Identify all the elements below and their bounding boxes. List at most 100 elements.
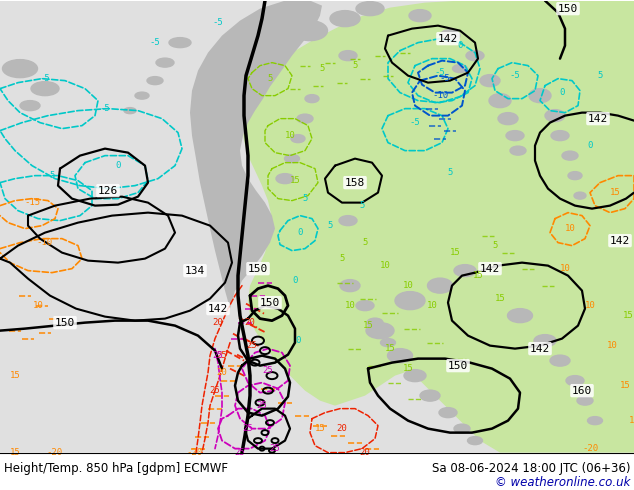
Ellipse shape bbox=[568, 172, 582, 180]
Text: 0: 0 bbox=[587, 141, 593, 150]
Text: 134: 134 bbox=[185, 266, 205, 275]
Text: 150: 150 bbox=[260, 297, 280, 308]
Text: 0: 0 bbox=[559, 88, 565, 97]
Ellipse shape bbox=[510, 146, 526, 155]
Text: -5: -5 bbox=[439, 74, 450, 83]
Text: -5: -5 bbox=[39, 74, 50, 83]
Text: 0: 0 bbox=[457, 41, 463, 50]
Text: 0: 0 bbox=[292, 276, 298, 285]
Text: 5: 5 bbox=[302, 194, 307, 203]
Ellipse shape bbox=[20, 100, 40, 111]
Text: 5: 5 bbox=[339, 254, 345, 263]
Ellipse shape bbox=[292, 21, 328, 41]
Text: 5: 5 bbox=[597, 71, 603, 80]
Text: 20: 20 bbox=[245, 318, 256, 327]
Ellipse shape bbox=[3, 60, 37, 77]
Text: -5: -5 bbox=[212, 18, 223, 27]
Text: 142: 142 bbox=[438, 34, 458, 44]
Text: 20: 20 bbox=[217, 368, 228, 377]
Ellipse shape bbox=[395, 292, 425, 310]
Ellipse shape bbox=[529, 89, 551, 102]
Ellipse shape bbox=[480, 74, 500, 87]
Text: 5: 5 bbox=[493, 241, 498, 250]
Ellipse shape bbox=[156, 58, 174, 67]
Ellipse shape bbox=[574, 192, 586, 199]
Ellipse shape bbox=[169, 38, 191, 48]
Text: Height/Temp. 850 hPa [gdpm] ECMWF: Height/Temp. 850 hPa [gdpm] ECMWF bbox=[4, 462, 228, 475]
Ellipse shape bbox=[409, 10, 431, 22]
Text: 15: 15 bbox=[619, 381, 630, 390]
Ellipse shape bbox=[588, 416, 602, 425]
Ellipse shape bbox=[498, 113, 518, 124]
Text: 15: 15 bbox=[472, 271, 483, 280]
Text: 150: 150 bbox=[248, 264, 268, 273]
Text: 25: 25 bbox=[257, 401, 268, 410]
Text: 142: 142 bbox=[610, 236, 630, 245]
Ellipse shape bbox=[367, 318, 383, 327]
Text: 25: 25 bbox=[212, 351, 223, 360]
Text: 10: 10 bbox=[345, 301, 356, 310]
Text: 15: 15 bbox=[495, 294, 505, 303]
Ellipse shape bbox=[427, 278, 453, 293]
Text: 10: 10 bbox=[285, 131, 295, 140]
Text: © weatheronline.co.uk: © weatheronline.co.uk bbox=[495, 476, 630, 489]
Text: 0: 0 bbox=[295, 336, 301, 345]
Ellipse shape bbox=[124, 108, 136, 114]
Text: 10: 10 bbox=[607, 341, 618, 350]
Ellipse shape bbox=[467, 437, 482, 444]
Ellipse shape bbox=[420, 390, 440, 401]
Text: 5: 5 bbox=[49, 171, 55, 180]
Text: -20: -20 bbox=[187, 448, 203, 457]
Text: 15: 15 bbox=[403, 364, 413, 373]
Text: 0: 0 bbox=[297, 228, 302, 237]
Ellipse shape bbox=[506, 131, 524, 141]
Text: 142: 142 bbox=[480, 264, 500, 273]
Text: 142: 142 bbox=[208, 304, 228, 314]
Text: 25: 25 bbox=[210, 386, 221, 395]
Text: 15: 15 bbox=[314, 424, 325, 433]
Ellipse shape bbox=[562, 151, 578, 160]
Ellipse shape bbox=[285, 155, 299, 163]
Ellipse shape bbox=[453, 65, 467, 73]
Text: 150: 150 bbox=[448, 361, 468, 370]
Ellipse shape bbox=[276, 173, 294, 184]
Text: 25: 25 bbox=[235, 448, 245, 457]
Text: 25: 25 bbox=[269, 444, 280, 453]
Ellipse shape bbox=[356, 1, 384, 16]
Text: 15: 15 bbox=[629, 416, 634, 425]
Text: 20: 20 bbox=[212, 318, 223, 327]
Text: 5: 5 bbox=[359, 201, 365, 210]
Text: 158: 158 bbox=[345, 178, 365, 188]
Ellipse shape bbox=[551, 131, 569, 141]
Text: 25: 25 bbox=[247, 341, 257, 350]
Text: -15: -15 bbox=[24, 198, 40, 207]
Text: 15: 15 bbox=[623, 311, 633, 320]
Ellipse shape bbox=[31, 82, 59, 96]
Ellipse shape bbox=[339, 50, 357, 61]
Text: 142: 142 bbox=[530, 343, 550, 354]
Text: 15: 15 bbox=[385, 344, 396, 353]
Ellipse shape bbox=[305, 95, 319, 102]
Polygon shape bbox=[190, 0, 322, 309]
Ellipse shape bbox=[454, 265, 476, 277]
Text: 150: 150 bbox=[558, 3, 578, 14]
Ellipse shape bbox=[507, 309, 533, 322]
Ellipse shape bbox=[545, 110, 565, 122]
Ellipse shape bbox=[454, 424, 470, 433]
Ellipse shape bbox=[330, 11, 360, 26]
Ellipse shape bbox=[147, 76, 163, 85]
Ellipse shape bbox=[577, 396, 593, 405]
Text: 25: 25 bbox=[262, 366, 273, 375]
Text: 15: 15 bbox=[290, 176, 301, 185]
Text: 25: 25 bbox=[243, 424, 254, 433]
Text: 10: 10 bbox=[560, 264, 571, 273]
Ellipse shape bbox=[404, 369, 426, 382]
Text: 142: 142 bbox=[588, 114, 608, 123]
Text: 126: 126 bbox=[98, 186, 118, 196]
Text: 20: 20 bbox=[359, 448, 370, 457]
Ellipse shape bbox=[466, 50, 484, 61]
Text: -5: -5 bbox=[100, 104, 110, 113]
Text: -5: -5 bbox=[150, 38, 160, 47]
Text: 10: 10 bbox=[32, 301, 43, 310]
Text: 25: 25 bbox=[217, 351, 228, 360]
